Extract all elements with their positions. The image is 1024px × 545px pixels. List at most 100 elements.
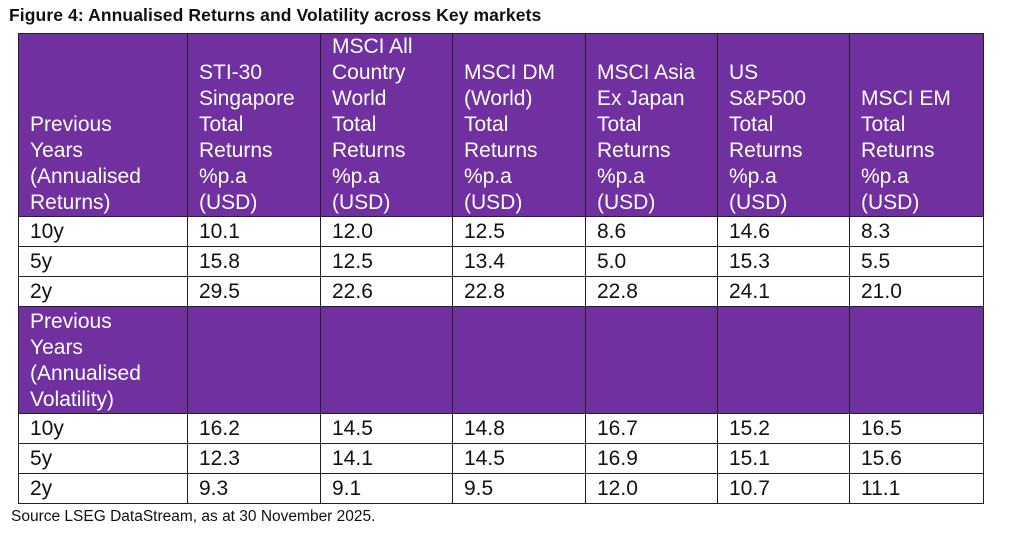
header-line: (World)	[464, 87, 533, 110]
column-header: STI-30 Singapore Total Returns %p.a (USD)	[187, 33, 321, 217]
column-header: MSCI DM (World) Total Returns %p.a (USD)	[452, 33, 586, 217]
value-cell: 8.3	[849, 216, 984, 247]
value-cell: 22.6	[320, 276, 453, 307]
period-label: 5y	[18, 443, 188, 474]
value-cell: 9.5	[452, 473, 586, 504]
value-cell: 12.0	[320, 216, 453, 247]
returns-volatility-table: Previous Years (Annualised Returns) STI-30 Si…	[18, 33, 984, 504]
header-line: Total	[332, 113, 377, 136]
empty-header-cell	[187, 306, 321, 414]
header-line: Ex Japan	[597, 87, 685, 110]
row-label-header: Previous Years (Annualised Returns)	[18, 33, 188, 217]
returns-header-row: Previous Years (Annualised Returns) STI-30 Si…	[18, 33, 984, 217]
value-cell: 12.3	[187, 443, 321, 474]
empty-header-cell	[717, 306, 850, 414]
empty-header-cell	[452, 306, 586, 414]
header-line: %p.a	[729, 165, 777, 188]
value-cell: 10.1	[187, 216, 321, 247]
header-line: US	[729, 61, 759, 84]
header-line: World	[332, 87, 387, 110]
returns-table-row: 10y 10.1 12.0 12.5 8.6 14.6 8.3	[18, 216, 984, 247]
header-line: S&P500	[729, 87, 807, 110]
header-line: %p.a	[332, 165, 380, 188]
value-cell: 8.6	[585, 216, 718, 247]
column-header: MSCI All Country World Total Returns %p.a (USD…	[320, 33, 453, 217]
column-header: MSCI EM Total Returns %p.a (USD)	[849, 33, 984, 217]
column-header: MSCI Asia Ex Japan Total Returns %p.a (USD)	[585, 33, 718, 217]
value-cell: 15.6	[849, 443, 984, 474]
returns-table-row: 2y 29.5 22.6 22.8 22.8 24.1 21.0	[18, 276, 984, 307]
value-cell: 12.0	[585, 473, 718, 504]
value-cell: 13.4	[452, 246, 586, 277]
header-line: (USD)	[861, 191, 920, 214]
volatility-table-row: 2y 9.3 9.1 9.5 12.0 10.7 11.1	[18, 473, 984, 504]
value-cell: 15.3	[717, 246, 850, 277]
returns-table-row: 5y 15.8 12.5 13.4 5.0 15.3 5.5	[18, 246, 984, 277]
header-line: Country	[332, 61, 406, 84]
header-line: Returns)	[30, 191, 111, 214]
value-cell: 15.1	[717, 443, 850, 474]
header-line: (USD)	[332, 191, 391, 214]
value-cell: 21.0	[849, 276, 984, 307]
header-line: MSCI All	[332, 35, 413, 58]
header-line: %p.a	[597, 165, 645, 188]
empty-header-cell	[585, 306, 718, 414]
volatility-table-row: 10y 16.2 14.5 14.8 16.7 15.2 16.5	[18, 413, 984, 444]
period-label: 2y	[18, 276, 188, 307]
column-header: US S&P500 Total Returns %p.a (USD)	[717, 33, 850, 217]
header-line: %p.a	[464, 165, 512, 188]
value-cell: 16.2	[187, 413, 321, 444]
header-line: MSCI Asia	[597, 61, 696, 84]
header-line: Returns	[729, 139, 803, 162]
value-cell: 16.5	[849, 413, 984, 444]
value-cell: 22.8	[452, 276, 586, 307]
period-label: 10y	[18, 216, 188, 247]
header-line: (USD)	[729, 191, 788, 214]
value-cell: 14.5	[320, 413, 453, 444]
header-line: (Annualised	[30, 165, 141, 188]
value-cell: 15.2	[717, 413, 850, 444]
header-line: (USD)	[597, 191, 656, 214]
header-line: (Annualised	[30, 362, 141, 385]
header-line: Returns	[199, 139, 273, 162]
value-cell: 9.1	[320, 473, 453, 504]
header-line: Returns	[597, 139, 671, 162]
value-cell: 5.5	[849, 246, 984, 277]
header-line: STI-30	[199, 61, 263, 84]
figure-title: Figure 4: Annualised Returns and Volatil…	[9, 5, 542, 25]
row-label-header: Previous Years (Annualised Volatility)	[18, 306, 188, 414]
header-line: Returns	[861, 139, 935, 162]
empty-header-cell	[849, 306, 984, 414]
header-line: (USD)	[199, 191, 258, 214]
volatility-table-row: 5y 12.3 14.1 14.5 16.9 15.1 15.6	[18, 443, 984, 474]
value-cell: 29.5	[187, 276, 321, 307]
value-cell: 10.7	[717, 473, 850, 504]
value-cell: 16.7	[585, 413, 718, 444]
value-cell: 16.9	[585, 443, 718, 474]
value-cell: 5.0	[585, 246, 718, 277]
header-line: Singapore	[199, 87, 295, 110]
header-line: Previous	[30, 113, 112, 136]
header-line: Total	[464, 113, 509, 136]
header-line: Returns	[464, 139, 538, 162]
period-label: 2y	[18, 473, 188, 504]
value-cell: 14.5	[452, 443, 586, 474]
volatility-header-row: Previous Years (Annualised Volatility)	[18, 306, 984, 414]
header-line: Total	[199, 113, 244, 136]
header-line: MSCI DM	[464, 61, 555, 84]
header-line: Total	[861, 113, 906, 136]
header-line: Years	[30, 139, 83, 162]
value-cell: 9.3	[187, 473, 321, 504]
source-note: Source LSEG DataStream, as at 30 Novembe…	[11, 508, 376, 525]
header-line: MSCI EM	[861, 87, 951, 110]
header-line: Volatility)	[30, 388, 115, 411]
value-cell: 12.5	[320, 246, 453, 277]
header-line: %p.a	[861, 165, 909, 188]
value-cell: 12.5	[452, 216, 586, 247]
value-cell: 14.1	[320, 443, 453, 474]
value-cell: 22.8	[585, 276, 718, 307]
header-line: Total	[597, 113, 642, 136]
value-cell: 15.8	[187, 246, 321, 277]
period-label: 10y	[18, 413, 188, 444]
header-line: (USD)	[464, 191, 523, 214]
